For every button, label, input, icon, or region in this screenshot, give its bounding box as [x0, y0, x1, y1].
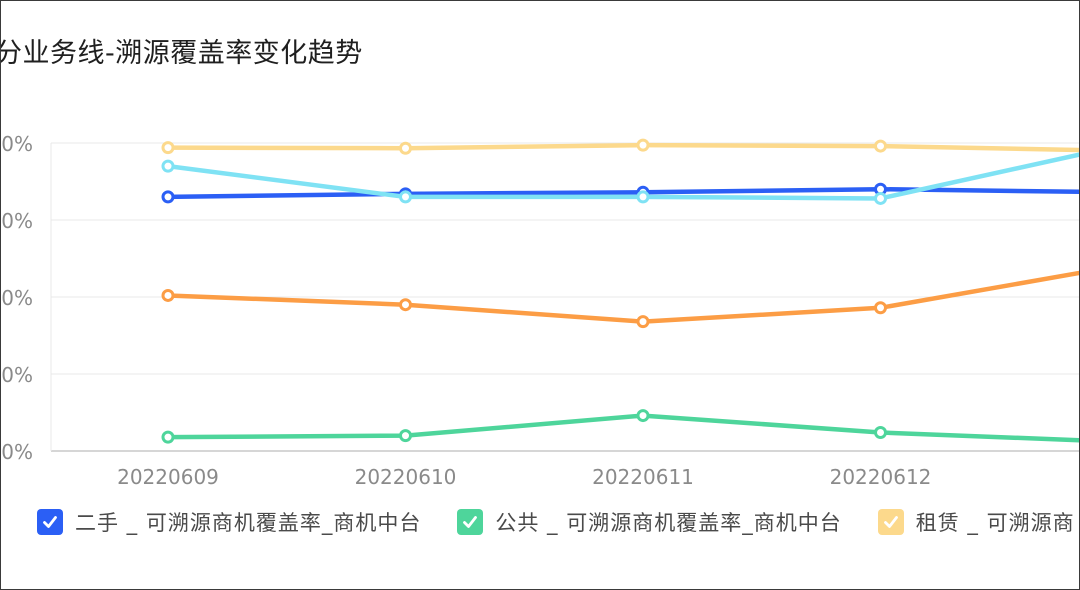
series-line — [165, 413, 1079, 443]
x-tick-label: 20220611 — [592, 465, 694, 489]
legend-label: 二手 _ 可溯源商机覆盖率_商机中台 — [75, 511, 422, 535]
data-point — [399, 190, 412, 204]
x-tick-label: 20220609 — [117, 465, 219, 489]
y-tick-label: 0% — [1, 363, 33, 387]
data-point — [161, 159, 175, 173]
data-point — [161, 288, 175, 302]
series-line — [165, 142, 1079, 153]
legend-label: 租赁 _ 可溯源商 — [915, 511, 1075, 535]
data-point — [874, 426, 887, 440]
data-point — [399, 429, 412, 443]
data-point — [874, 191, 887, 205]
data-point — [874, 139, 887, 153]
data-point — [636, 190, 650, 204]
legend-item[interactable]: 公共 _ 可溯源商机覆盖率_商机中台 — [457, 507, 841, 537]
data-point — [636, 138, 650, 152]
y-tick-label: 0% — [1, 209, 33, 233]
data-point — [874, 301, 887, 315]
legend-label: 公共 _ 可溯源商机覆盖率_商机中台 — [495, 511, 842, 535]
checkbox-checked-icon[interactable] — [877, 509, 904, 535]
data-point — [636, 315, 650, 329]
data-point — [636, 409, 650, 423]
series-line — [165, 270, 1079, 324]
data-point — [161, 430, 175, 444]
x-tick-label: 20220610 — [355, 465, 457, 489]
chart-legend: 二手 _ 可溯源商机覆盖率_商机中台 公共 _ 可溯源商机覆盖率_商机中台 租赁 _… — [37, 507, 1075, 537]
x-tick-label: 20220612 — [830, 465, 932, 489]
legend-item[interactable]: 二手 _ 可溯源商机覆盖率_商机中台 — [37, 507, 421, 537]
data-point — [161, 190, 175, 204]
chart-title: 分业务线-溯源覆盖率变化趋势 — [0, 38, 363, 69]
y-tick-label: 0% — [1, 440, 33, 464]
data-point — [399, 141, 412, 155]
data-point — [399, 298, 412, 312]
data-point — [161, 141, 175, 155]
checkbox-checked-icon[interactable] — [37, 509, 63, 535]
y-tick-label: 0% — [1, 286, 33, 310]
legend-item[interactable]: 租赁 _ 可溯源商 — [877, 507, 1075, 537]
checkbox-checked-icon[interactable] — [457, 509, 484, 535]
y-tick-label: 0% — [1, 132, 33, 156]
